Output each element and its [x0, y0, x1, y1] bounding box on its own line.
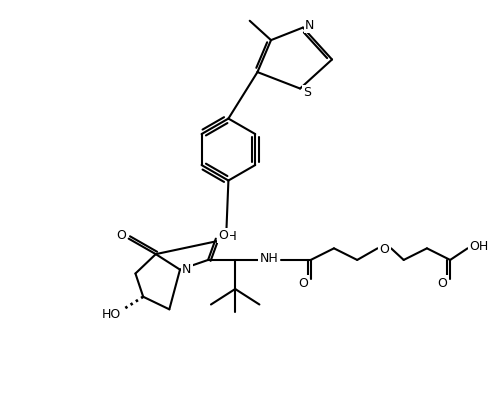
Text: O: O [438, 277, 447, 290]
Text: N: N [261, 253, 270, 266]
Text: N: N [305, 19, 315, 32]
Text: NH: NH [260, 253, 278, 266]
Text: O: O [379, 243, 389, 256]
Text: H: H [268, 253, 278, 266]
Text: O: O [116, 229, 126, 242]
Text: O: O [219, 229, 228, 242]
Text: N: N [182, 263, 192, 276]
Text: OH: OH [469, 240, 489, 253]
Text: S: S [303, 86, 311, 99]
Text: NH: NH [219, 230, 238, 243]
Text: HO: HO [101, 308, 121, 321]
Text: O: O [298, 277, 308, 290]
